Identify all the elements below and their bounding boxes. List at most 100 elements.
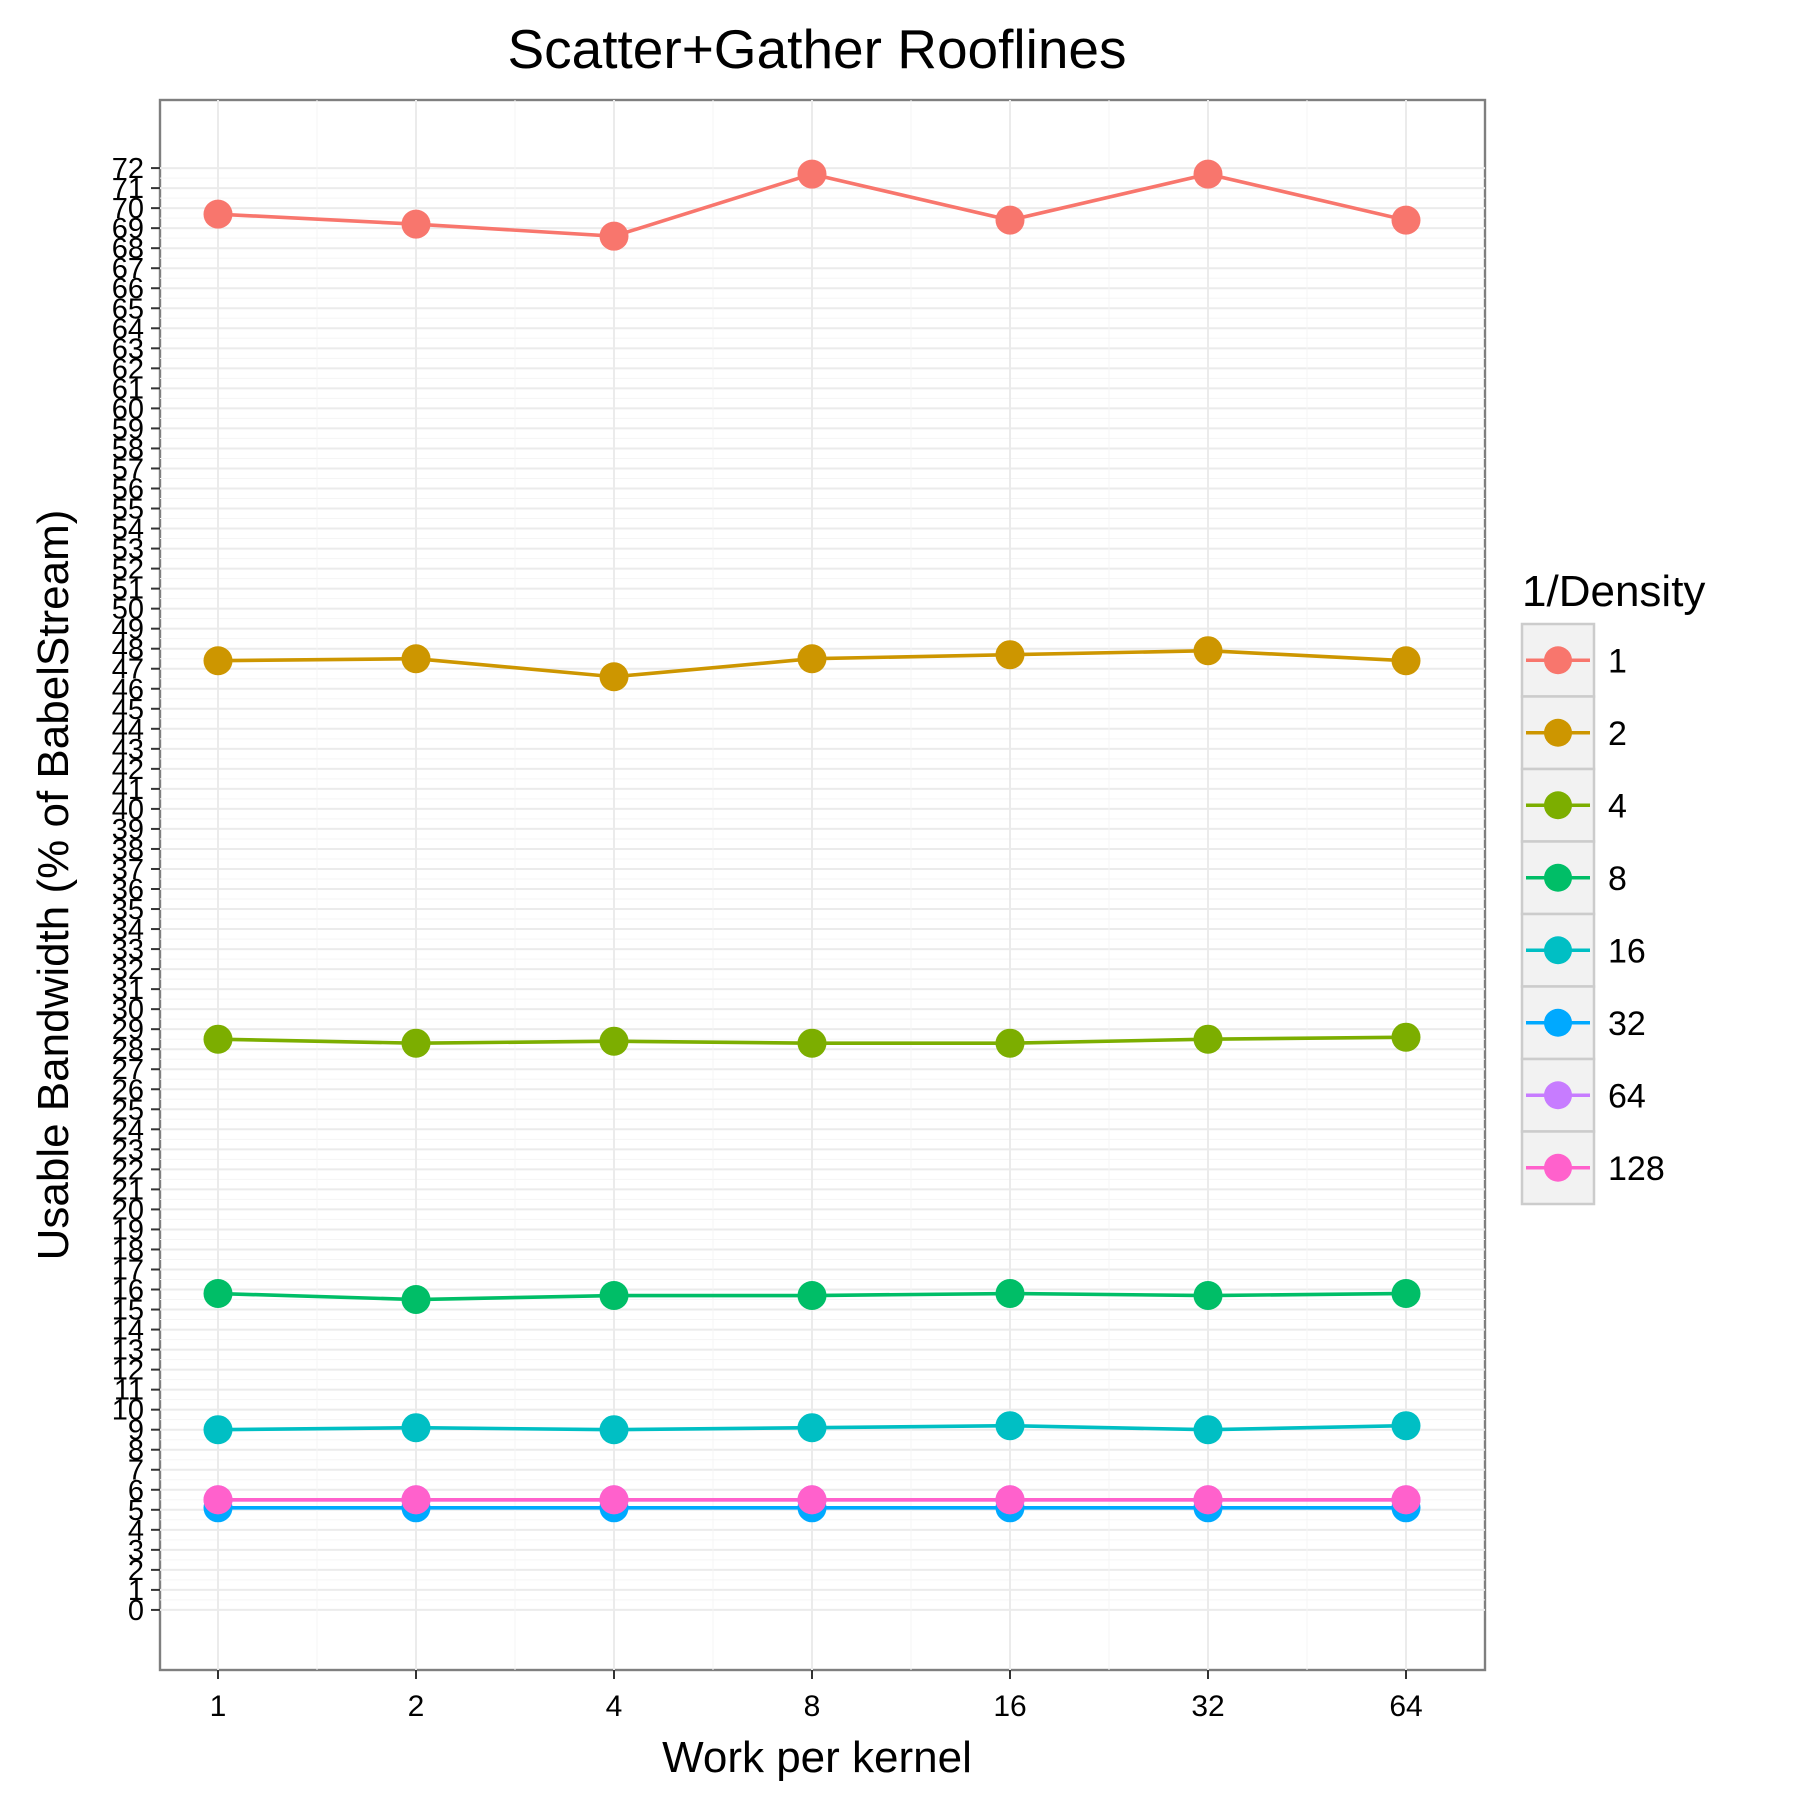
y-tick-label: 35: [112, 894, 144, 926]
y-tick-label: 58: [112, 433, 144, 465]
y-tick-label: 8: [128, 1435, 144, 1467]
legend-label: 32: [1608, 1005, 1646, 1043]
data-point-128: [401, 1485, 431, 1515]
y-tick-label: 66: [112, 273, 144, 305]
data-point-128: [599, 1485, 629, 1515]
y-tick-label: 23: [112, 1134, 144, 1166]
y-tick-label: 12: [112, 1355, 144, 1387]
data-point-8: [401, 1285, 431, 1315]
data-point-4: [1391, 1022, 1421, 1052]
data-point-8: [995, 1279, 1025, 1309]
y-tick-label: 37: [112, 854, 144, 886]
data-point-128: [995, 1485, 1025, 1515]
legend-label: 2: [1608, 715, 1627, 753]
y-tick-label: 42: [112, 754, 144, 786]
y-tick-label: 34: [112, 914, 144, 946]
legend-label: 4: [1608, 787, 1627, 825]
data-point-2: [1193, 636, 1223, 666]
y-tick-label: 0: [128, 1595, 144, 1627]
plot-border: [158, 98, 1487, 1672]
y-tick-label: 65: [112, 293, 144, 325]
y-axis-title: Usable Bandwidth (% of BabelStream): [29, 510, 78, 1261]
legend-key-point: [1544, 791, 1572, 820]
x-axis-title: Work per kernel: [662, 1733, 972, 1782]
y-tick-label: 14: [112, 1315, 144, 1347]
y-tick-label: 20: [112, 1194, 144, 1226]
y-tick-label: 60: [112, 393, 144, 425]
y-tick-label: 72: [112, 153, 144, 185]
x-tick-label: 1: [210, 1690, 227, 1723]
y-tick-label: 46: [112, 674, 144, 706]
data-point-1: [401, 209, 431, 239]
y-tick-label: 68: [112, 233, 144, 265]
data-point-2: [797, 644, 827, 674]
data-point-16: [203, 1415, 233, 1445]
legend-keys: 1 2 4 8 16 32 64 128: [1520, 622, 1665, 1206]
x-tick-label: 8: [804, 1690, 821, 1723]
legend-key-point: [1544, 718, 1572, 747]
y-tick-label: 2: [128, 1555, 144, 1587]
y-tick-label: 52: [112, 554, 144, 586]
y-tick-label: 41: [112, 774, 144, 806]
data-point-16: [1391, 1411, 1421, 1441]
y-tick-label: 19: [112, 1214, 144, 1246]
y-tick-label: 40: [112, 794, 144, 826]
y-tick-label: 28: [112, 1034, 144, 1066]
data-point-128: [797, 1485, 827, 1515]
y-tick-label: 31: [112, 974, 144, 1006]
legend-key-point: [1544, 1008, 1572, 1037]
data-point-8: [1193, 1281, 1223, 1311]
y-axis: 0123456789101112131415161718192021222324…: [112, 153, 160, 1627]
legend-label: 128: [1608, 1150, 1665, 1188]
data-point-16: [1193, 1415, 1223, 1445]
legend-key-point: [1544, 1081, 1572, 1110]
y-tick-label: 69: [112, 213, 144, 245]
data-point-4: [797, 1028, 827, 1058]
y-tick-label: 10: [112, 1395, 144, 1427]
y-tick-label: 32: [112, 954, 144, 986]
y-tick-label: 22: [112, 1154, 144, 1186]
x-tick-label: 4: [606, 1690, 623, 1723]
y-tick-label: 64: [112, 313, 144, 345]
y-tick-label: 45: [112, 694, 144, 726]
y-tick-label: 1: [128, 1575, 144, 1607]
data-point-128: [1391, 1485, 1421, 1515]
legend: 1/Density 1 2 4 8 16 32 64 128: [1520, 567, 1705, 1206]
legend-key-point: [1544, 936, 1572, 965]
y-tick-label: 7: [128, 1455, 144, 1487]
legend-label: 1: [1608, 642, 1627, 680]
y-tick-label: 24: [112, 1114, 144, 1146]
y-tick-label: 56: [112, 473, 144, 505]
legend-key-point: [1544, 1153, 1572, 1182]
y-tick-label: 70: [112, 193, 144, 225]
y-tick-label: 26: [112, 1074, 144, 1106]
data-point-16: [995, 1411, 1025, 1441]
y-tick-label: 50: [112, 594, 144, 626]
legend-title: 1/Density: [1522, 567, 1705, 616]
y-tick-label: 13: [112, 1335, 144, 1367]
y-tick-label: 30: [112, 994, 144, 1026]
data-point-1: [599, 221, 629, 251]
series-layer: [203, 159, 1421, 1523]
plot-panel: [158, 98, 1487, 1672]
legend-label: 8: [1608, 860, 1627, 898]
y-tick-label: 21: [112, 1174, 144, 1206]
data-point-2: [1391, 646, 1421, 676]
y-tick-label: 61: [112, 373, 144, 405]
y-tick-label: 27: [112, 1054, 144, 1086]
y-tick-label: 47: [112, 654, 144, 686]
data-point-4: [599, 1026, 629, 1056]
x-tick-label: 2: [408, 1690, 425, 1723]
y-tick-label: 16: [112, 1275, 144, 1307]
data-point-1: [1391, 205, 1421, 235]
y-tick-label: 43: [112, 734, 144, 766]
y-tick-label: 57: [112, 453, 144, 485]
y-tick-label: 63: [112, 333, 144, 365]
legend-label: 16: [1608, 932, 1646, 970]
y-tick-label: 25: [112, 1094, 144, 1126]
data-point-1: [203, 199, 233, 229]
y-tick-label: 62: [112, 353, 144, 385]
y-tick-label: 36: [112, 874, 144, 906]
y-tick-label: 44: [112, 714, 144, 746]
